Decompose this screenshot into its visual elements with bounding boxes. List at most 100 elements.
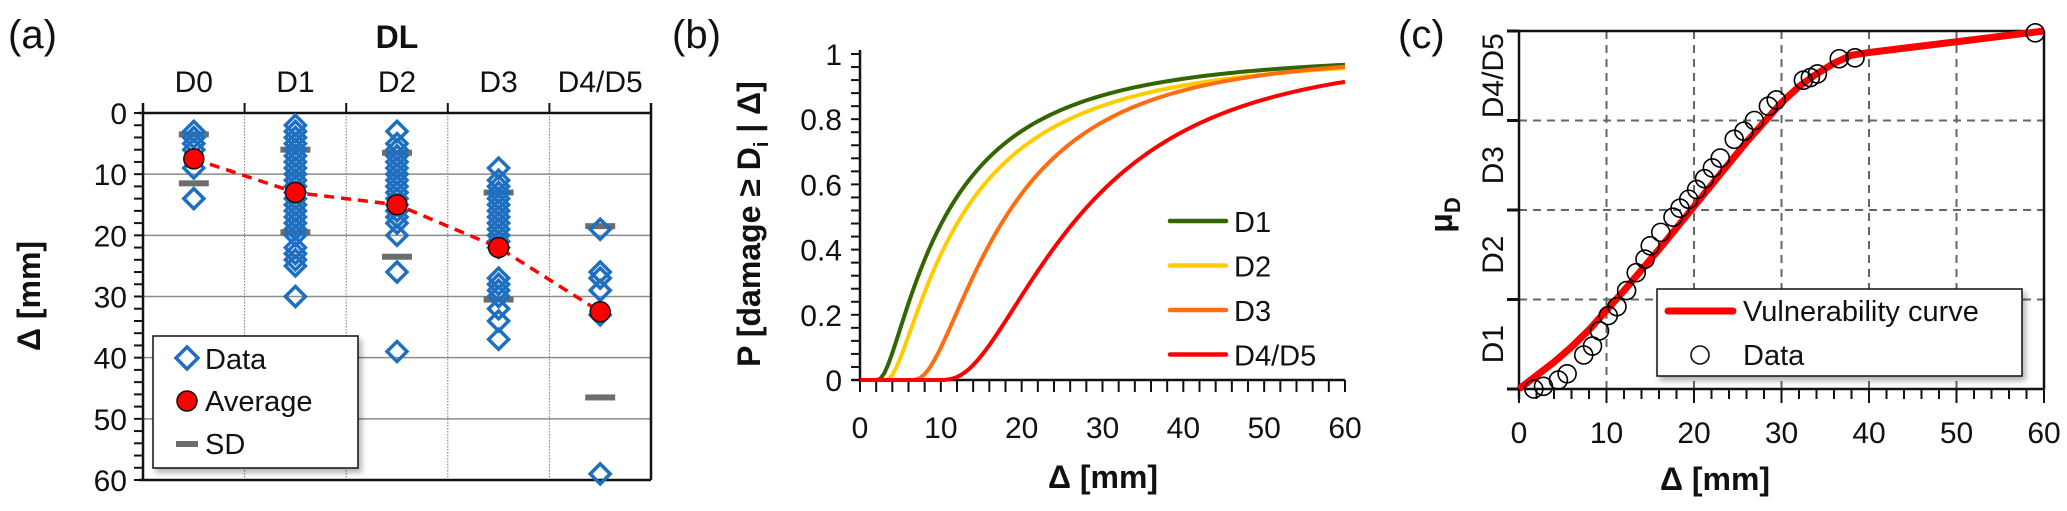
average-point bbox=[386, 194, 408, 216]
panel-b-legend-label: D2 bbox=[1234, 252, 1271, 284]
panel-b-x-tick-label: 20 bbox=[1005, 412, 1038, 445]
data-diamond bbox=[587, 216, 613, 242]
data-point bbox=[1744, 110, 1765, 131]
data-point bbox=[1829, 48, 1850, 69]
panel-a-y-tick-label: 20 bbox=[94, 220, 127, 253]
panel-b-y-title-sub: i bbox=[751, 142, 773, 148]
fragility-curve-d2 bbox=[860, 66, 1346, 382]
fragility-curve-d3 bbox=[860, 64, 1346, 382]
panel-b-y-axis-title: P [damage ≥ Di | Δ] bbox=[731, 81, 773, 367]
panel-a-y-axis-title: Δ [mm] bbox=[11, 241, 47, 351]
data-diamond bbox=[486, 271, 512, 297]
panel-a-y-tick-label: 10 bbox=[94, 159, 127, 192]
panel-c-x-tick-label: 10 bbox=[1590, 417, 1623, 450]
panel-b-legend-label: D3 bbox=[1234, 296, 1271, 328]
data-diamond bbox=[384, 259, 410, 285]
data-point bbox=[1686, 179, 1707, 200]
panel-b: (b) 00.20.40.60.810 10 20 30 40 50 60 Δ [mm] P… bbox=[672, 13, 1362, 495]
panel-b-y-tick-label: 0.2 bbox=[800, 300, 842, 333]
panel-c-y-axis-title: μD bbox=[1423, 197, 1465, 232]
panel-a-category-label: D1 bbox=[276, 66, 314, 99]
panel-c-y-tick-label: D4/D5 bbox=[1477, 33, 1510, 118]
panel-c-legend-data: Data bbox=[1743, 340, 1805, 372]
panel-c: (c) D1 D2 D3 D4/D5 0 10 20 30 40 50 60 Δ [mm] μD V… bbox=[1398, 13, 2061, 497]
legend-bar-icon bbox=[176, 441, 198, 447]
sd-bar-upper bbox=[178, 180, 209, 187]
panel-a-category-label: D0 bbox=[175, 66, 213, 99]
data-point bbox=[1845, 48, 1865, 68]
sd-bar-upper bbox=[382, 253, 412, 260]
data-diamond bbox=[587, 461, 613, 487]
panel-a-category-label: D3 bbox=[479, 66, 517, 99]
data-point bbox=[1640, 236, 1661, 256]
panel-b-x-tick-label: 60 bbox=[1328, 412, 1361, 445]
vulnerability-curve bbox=[1516, 27, 2045, 392]
legend-open-circle-icon bbox=[1690, 345, 1710, 365]
panel-c-y-tick-label: D3 bbox=[1477, 146, 1510, 184]
data-diamond bbox=[282, 247, 308, 273]
data-point bbox=[1607, 296, 1627, 317]
data-diamond bbox=[282, 253, 308, 279]
data-point bbox=[1678, 189, 1699, 210]
panel-b-legend-label: D4/D5 bbox=[1234, 341, 1316, 373]
panel-c-legend-curve: Vulnerability curve bbox=[1743, 296, 1979, 328]
data-diamond bbox=[282, 210, 308, 236]
panel-a-title: DL bbox=[376, 19, 419, 55]
panel-b-legend: D1 D2 D3 D4/D5 bbox=[1167, 207, 1316, 373]
panel-b-x-axis-title: Δ [mm] bbox=[1048, 459, 1158, 495]
panel-a-y-tick-label: 50 bbox=[94, 404, 127, 437]
panel-b-y-title-part1: P [damage ≥ D bbox=[731, 147, 767, 367]
legend-circle-icon bbox=[176, 390, 198, 412]
panel-c-letter: (c) bbox=[1398, 13, 1445, 57]
panel-a-category-label: D2 bbox=[378, 66, 416, 99]
panel-b-y-title-part2: | Δ] bbox=[731, 81, 767, 141]
data-point bbox=[1626, 262, 1647, 283]
panel-a-category-label: D4/D5 bbox=[558, 66, 643, 99]
panel-b-x-tick-label: 30 bbox=[1086, 412, 1119, 445]
data-point bbox=[1635, 249, 1655, 270]
panel-c-y-tick-label: D1 bbox=[1477, 325, 1510, 363]
average-point bbox=[183, 148, 205, 170]
panel-a-legend: Data Average SD bbox=[152, 335, 359, 469]
data-point bbox=[1766, 90, 1787, 110]
panel-a-y-tick-label: 40 bbox=[94, 343, 127, 376]
panel-a-y-tick-label: 60 bbox=[94, 465, 127, 498]
data-point bbox=[1710, 148, 1731, 168]
data-diamond bbox=[587, 265, 613, 291]
legend-diamond-icon bbox=[173, 344, 201, 372]
data-diamond bbox=[282, 284, 308, 309]
fragility-curve-d4-d5 bbox=[860, 79, 1346, 382]
average-point bbox=[487, 236, 510, 259]
fragility-curve-d1 bbox=[860, 62, 1346, 382]
average-point bbox=[589, 301, 611, 323]
data-diamond bbox=[181, 124, 207, 150]
panel-b-axes: 00.20.40.60.810 10 20 30 40 50 60 bbox=[800, 39, 1361, 445]
panel-a-y-ticks: 0 10 20 30 40 50 60 bbox=[94, 98, 143, 498]
panel-c-legend-box bbox=[1656, 288, 2023, 377]
panel-a-y-tick-label: 0 bbox=[110, 98, 127, 131]
data-point bbox=[1557, 363, 1577, 384]
data-diamond bbox=[486, 296, 512, 322]
panel-b-y-tick-label: 1 bbox=[825, 39, 842, 72]
data-diamond bbox=[486, 284, 512, 309]
panel-c-y-title-sub: D bbox=[1440, 197, 1465, 213]
panel-b-x-tick-label: 10 bbox=[924, 412, 957, 445]
panel-c-x-tick-label: 0 bbox=[1511, 417, 1528, 450]
data-point bbox=[1702, 158, 1723, 178]
panel-c-x-tick-label: 60 bbox=[2027, 417, 2060, 450]
average-point bbox=[284, 181, 307, 204]
data-diamond bbox=[587, 277, 613, 303]
panel-b-y-tick-label: 0.4 bbox=[800, 235, 842, 268]
panel-a-legend-sd: SD bbox=[205, 429, 245, 461]
panel-c-x-tick-label: 20 bbox=[1677, 417, 1710, 450]
panel-c-x-axis-title: Δ [mm] bbox=[1660, 461, 1770, 497]
panel-c-x-tick-label: 50 bbox=[1940, 417, 1973, 450]
panel-c-y-title-mu: μ bbox=[1423, 213, 1459, 233]
data-diamond bbox=[486, 326, 512, 352]
data-point bbox=[1589, 321, 1610, 341]
data-diamond bbox=[282, 241, 308, 267]
data-diamond bbox=[384, 210, 410, 236]
panel-b-lines bbox=[860, 62, 1346, 382]
panel-c-legend: Vulnerability curve Data bbox=[1656, 288, 2023, 377]
